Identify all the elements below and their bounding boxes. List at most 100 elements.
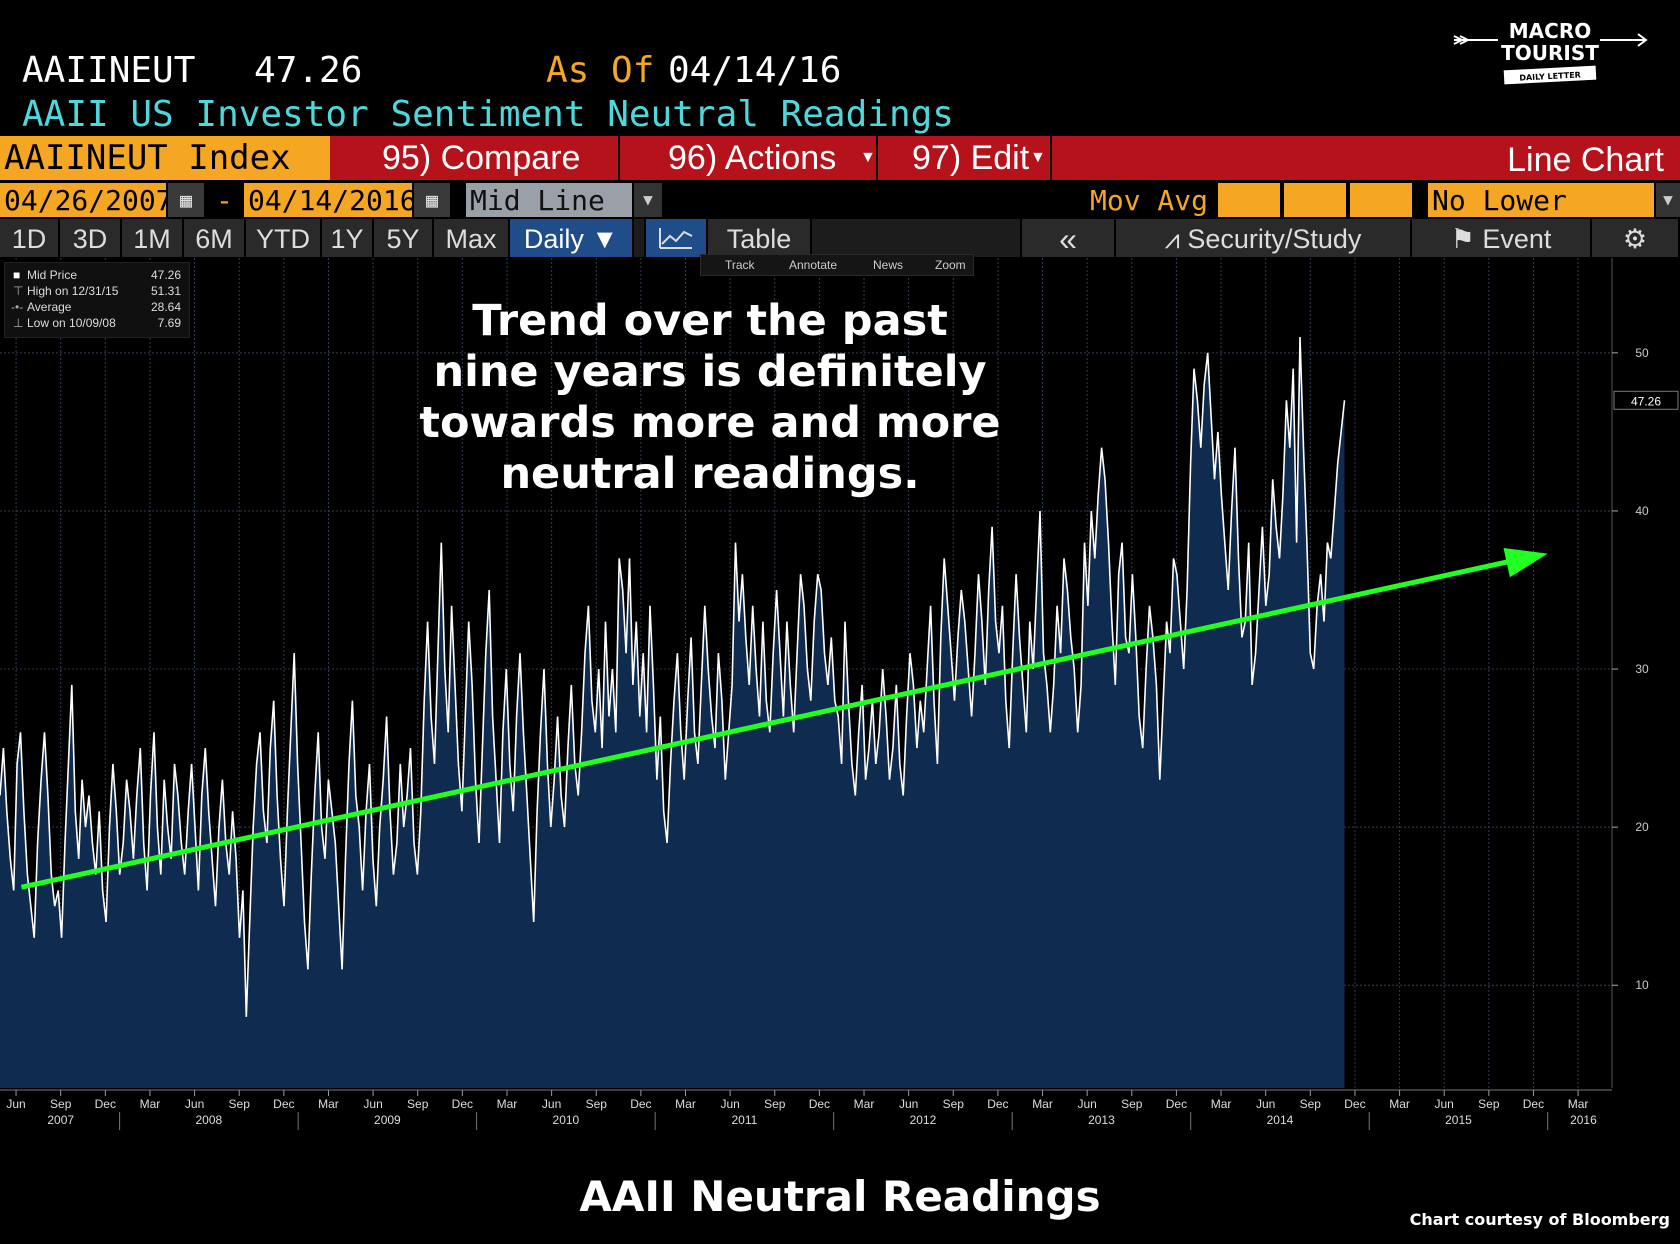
x-month-label: Jun	[1435, 1097, 1454, 1111]
legend-label: Mid Price	[27, 268, 78, 282]
x-year-label: 2016	[1570, 1113, 1597, 1127]
square-icon: ■	[13, 268, 21, 282]
tab-1d[interactable]: 1D	[0, 219, 60, 257]
x-month-label: Jun	[542, 1097, 561, 1111]
chart-caption: AAII Neutral Readings	[579, 1172, 1101, 1221]
x-month-label: Dec	[809, 1097, 830, 1111]
tab-5y[interactable]: 5Y	[374, 219, 434, 257]
x-month-label: Dec	[452, 1097, 473, 1111]
x-month-label: Sep	[586, 1097, 608, 1111]
track-tool[interactable]: Track	[725, 258, 755, 272]
mov-avg-field[interactable]	[1218, 183, 1280, 217]
compare-button[interactable]: 95) Compare	[382, 139, 581, 177]
x-month-label: Sep	[764, 1097, 786, 1111]
low-marker-icon: ⊥	[13, 316, 24, 330]
x-month-label: Mar	[1211, 1097, 1232, 1111]
x-month-label: Dec	[1523, 1097, 1544, 1111]
event-button[interactable]: ⚑ Event	[1412, 219, 1592, 257]
chevron-down-icon[interactable]: ▼	[634, 183, 662, 217]
chart-legend: ■ Mid Price 47.26 ⊤ High on 12/31/15 51.31…	[4, 262, 190, 338]
arrow-icon	[1453, 33, 1648, 47]
x-month-label: Jun	[363, 1097, 382, 1111]
x-month-label: Dec	[273, 1097, 294, 1111]
line-chart-icon[interactable]	[646, 219, 708, 257]
x-month-label: Jun	[1256, 1097, 1275, 1111]
x-month-label: Dec	[630, 1097, 651, 1111]
mov-avg-label: Mov Avg	[1090, 184, 1209, 217]
security-description: AAII US Investor Sentiment Neutral Readi…	[22, 94, 954, 135]
tab-3d[interactable]: 3D	[60, 219, 122, 257]
legend-label: Low on 10/09/08	[27, 316, 116, 330]
tab-table[interactable]: Table	[708, 219, 812, 257]
x-month-label: Sep	[943, 1097, 965, 1111]
x-year-label: 2014	[1267, 1113, 1294, 1127]
chart-area[interactable]: 10 20 30 40 50 47.26 Jun Sep Dec Mar Jun Sep Dec Mar J…	[0, 258, 1680, 1158]
x-month-label: Dec	[95, 1097, 116, 1111]
tab-1y[interactable]: 1Y	[322, 219, 374, 257]
chart-tool-strip: Track Annotate News Zoom	[700, 254, 974, 276]
security-field[interactable]: AAIINEUT Index	[0, 136, 330, 180]
y-tick-label: 20	[1635, 820, 1649, 834]
x-month-label: Jun	[899, 1097, 918, 1111]
frequency-select[interactable]: Daily ▼	[510, 219, 634, 257]
x-month-label: Sep	[1478, 1097, 1500, 1111]
x-month-label: Dec	[1344, 1097, 1365, 1111]
security-study-button[interactable]: ⩘ Security/Study	[1116, 219, 1412, 257]
y-tick-label: 50	[1635, 346, 1649, 360]
chevron-down-icon[interactable]: ▼	[1656, 183, 1680, 217]
annotation-line: Trend over the past	[472, 296, 948, 346]
x-month-label: Mar	[318, 1097, 339, 1111]
security-study-label: Security/Study	[1187, 224, 1362, 254]
lower-chart-select[interactable]: No Lower Chart	[1428, 183, 1654, 253]
divider	[876, 136, 878, 180]
ticker-symbol: AAIINEUT	[22, 50, 196, 91]
chart-annotation: Trend over the past nine years is defini…	[370, 296, 1050, 500]
study-icon: ⩘	[1164, 224, 1180, 254]
tab-1m[interactable]: 1M	[122, 219, 184, 257]
high-marker-icon: ⊤	[13, 284, 24, 298]
legend-value: 47.26	[150, 268, 181, 282]
macro-tourist-logo: MACRO TOURIST DAILY LETTER	[1453, 19, 1648, 85]
annotate-tool[interactable]: Annotate	[789, 258, 838, 272]
x-month-label: Dec	[987, 1097, 1008, 1111]
collapse-button[interactable]: «	[1022, 219, 1116, 257]
x-month-label: Mar	[854, 1097, 875, 1111]
line-chart-icon	[659, 228, 693, 249]
news-tool[interactable]: News	[873, 258, 904, 272]
tab-ytd[interactable]: YTD	[246, 219, 322, 257]
x-year-label: 2009	[374, 1113, 401, 1127]
last-value-box	[1613, 390, 1679, 410]
tab-max[interactable]: Max	[434, 219, 510, 257]
chart-credit: Chart courtesy of Bloomberg	[1409, 1210, 1670, 1229]
mid-line-select[interactable]: Mid Line	[466, 183, 632, 217]
legend-label: High on 12/31/15	[27, 284, 119, 298]
x-month-label: Mar	[1568, 1097, 1589, 1111]
gear-icon[interactable]: ⚙	[1592, 219, 1680, 257]
x-month-label: Sep	[407, 1097, 429, 1111]
tab-6m[interactable]: 6M	[184, 219, 246, 257]
annotation-line: towards more and more	[419, 398, 1001, 448]
actions-button[interactable]: 96) Actions	[668, 139, 837, 177]
logo-line1: MACRO	[1509, 19, 1591, 43]
mov-avg-field[interactable]	[1284, 183, 1346, 217]
end-date-field[interactable]: 04/14/2016	[244, 183, 417, 217]
edit-button[interactable]: 97) Edit	[912, 139, 1030, 177]
x-year-label: 2008	[196, 1113, 223, 1127]
chart-type-label: Line Chart	[1507, 141, 1664, 179]
mov-avg-field[interactable]	[1350, 183, 1412, 217]
zoom-tool[interactable]: Zoom	[935, 258, 966, 272]
calendar-icon[interactable]: ▦	[168, 183, 204, 217]
event-label: Event	[1482, 224, 1552, 254]
calendar-icon[interactable]: ▦	[414, 183, 450, 217]
series-line	[0, 336, 1346, 1017]
x-month-label: Sep	[50, 1097, 72, 1111]
x-year-label: 2010	[553, 1113, 580, 1127]
divider	[1050, 136, 1052, 180]
x-month-label: Mar	[497, 1097, 518, 1111]
edit-dropdown-icon[interactable]: ▼	[1030, 149, 1046, 166]
start-date-field[interactable]: 04/26/2007	[0, 183, 173, 217]
last-value: 47.26	[254, 50, 363, 91]
actions-dropdown-icon[interactable]: ▼	[860, 149, 876, 166]
annotation-line: nine years is definitely	[433, 347, 987, 397]
last-value-label: 47.26	[1631, 394, 1661, 408]
